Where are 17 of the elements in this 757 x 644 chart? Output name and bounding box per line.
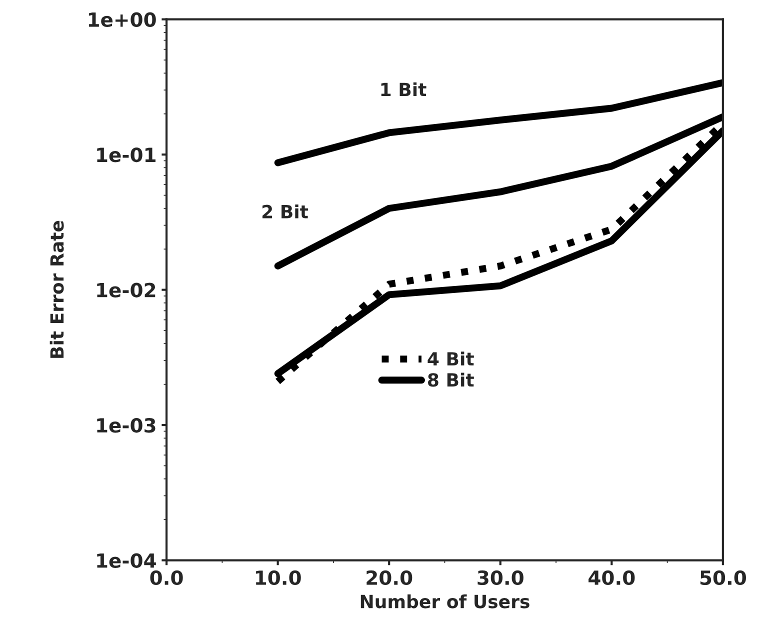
annotation: 1 Bit	[381, 82, 426, 96]
x-tick-label: 30.0	[478, 570, 524, 586]
x-axis-title: Number of Users	[360, 594, 530, 608]
annotation: 2 Bit	[262, 204, 308, 218]
y-tick-label: 1e+00	[88, 12, 156, 27]
legend-label: 8 Bit	[428, 372, 474, 387]
legend-label: 4 Bit	[428, 352, 474, 366]
x-tick-label: 50.0	[700, 570, 746, 586]
y-tick-label: 1e-04	[97, 553, 156, 568]
y-tick-label: 1e-02	[97, 282, 156, 298]
y-tick-label: 1e-01	[97, 148, 156, 162]
x-tick-label: 20.0	[366, 570, 412, 586]
y-axis-title: Bit Error Rate	[50, 220, 64, 358]
x-tick-label: 10.0	[256, 570, 301, 586]
y-tick-label: 1e-03	[97, 418, 156, 433]
x-tick-label: 0.0	[150, 570, 183, 586]
x-tick-label: 40.0	[588, 570, 635, 586]
